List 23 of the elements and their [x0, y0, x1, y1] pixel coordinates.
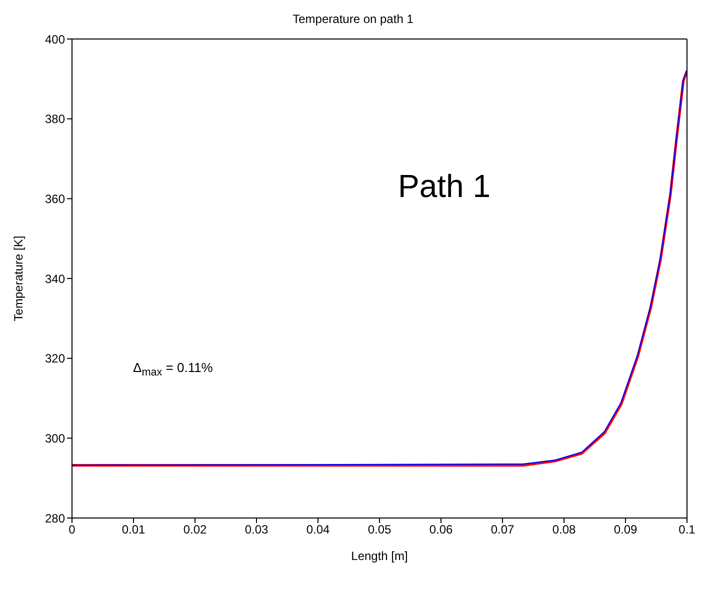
y-tick-label: 320 [44, 352, 66, 366]
annotation: Δ$_{max}$ = 0.11% [133, 360, 213, 379]
x-tick-label: 0 [68, 522, 76, 537]
y-tick-label: 340 [44, 272, 66, 286]
x-tick-label: 0.03 [244, 522, 268, 537]
annotation: Path 1 [398, 168, 491, 205]
x-tick-label: 0.04 [306, 522, 330, 537]
x-tick-label: 0.06 [429, 522, 453, 537]
x-tick-label: 0.1 [678, 522, 696, 537]
x-tick-label: 0.02 [183, 522, 207, 537]
y-tick-label: 380 [44, 112, 66, 126]
y-axis-title: Temperature [K] [11, 236, 26, 322]
x-tick-label: 0.07 [490, 522, 514, 537]
y-tick-label: 300 [44, 431, 66, 446]
y-tick-label: 280 [44, 511, 66, 526]
y-tick-label: 400 [44, 32, 66, 46]
x-tick-label: 0.09 [614, 522, 638, 537]
y-tick-label: 360 [44, 192, 66, 206]
x-tick-label: 0.05 [368, 522, 392, 537]
chart-title: Temperature on path 1 [292, 12, 414, 26]
x-tick-label: 0.08 [552, 522, 576, 537]
x-axis-title: Length [m] [351, 549, 408, 563]
x-tick-label: 0.01 [122, 522, 146, 537]
